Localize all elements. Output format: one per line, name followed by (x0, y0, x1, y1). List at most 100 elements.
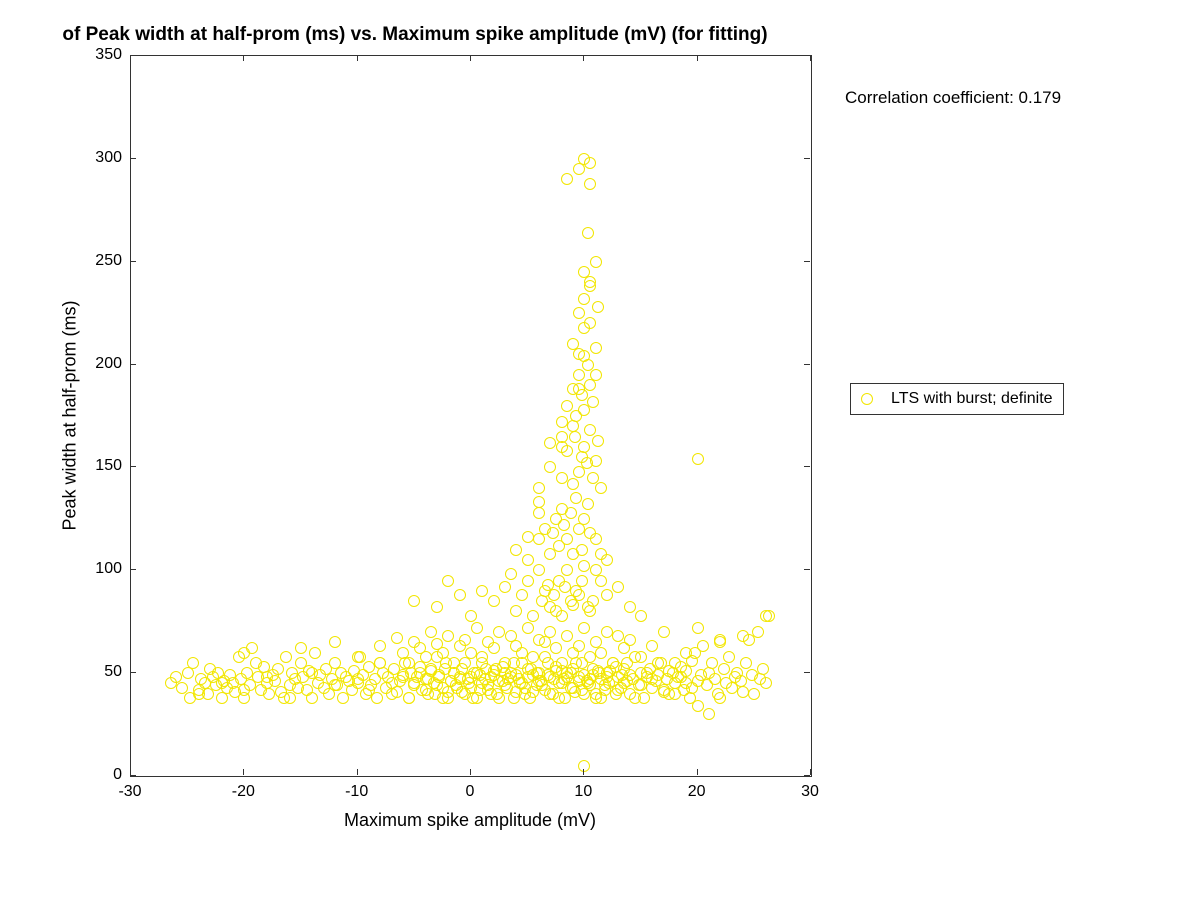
y-tick-label: 0 (82, 766, 122, 784)
data-point (459, 634, 471, 646)
data-point (391, 632, 403, 644)
data-point (547, 527, 559, 539)
data-point (505, 568, 517, 580)
data-point (601, 554, 613, 566)
data-point (403, 657, 415, 669)
data-point (295, 642, 307, 654)
y-tick-mark (130, 364, 136, 365)
data-point (309, 647, 321, 659)
data-point (454, 589, 466, 601)
data-point (556, 416, 568, 428)
y-axis-label-container: Peak width at half-prom (ms) (60, 55, 80, 775)
data-point (556, 431, 568, 443)
x-tick-mark (470, 769, 471, 775)
data-point (709, 673, 721, 685)
data-point (646, 673, 658, 685)
data-point (578, 441, 590, 453)
data-point (584, 317, 596, 329)
y-tick-mark (804, 466, 810, 467)
data-point (397, 671, 409, 683)
x-tick-mark (583, 769, 584, 775)
data-point (587, 595, 599, 607)
data-point (612, 581, 624, 593)
data-point (584, 178, 596, 190)
data-point (241, 667, 253, 679)
data-point (408, 677, 420, 689)
data-point (561, 564, 573, 576)
data-point (510, 605, 522, 617)
data-point (522, 554, 534, 566)
data-point (718, 663, 730, 675)
data-point (595, 647, 607, 659)
data-point (465, 647, 477, 659)
data-point (578, 560, 590, 572)
y-tick-mark (130, 158, 136, 159)
data-point (706, 657, 718, 669)
data-point (737, 630, 749, 642)
data-point (576, 544, 588, 556)
data-point (363, 684, 375, 696)
x-tick-label: 10 (574, 783, 592, 801)
data-point (363, 661, 375, 673)
data-point (527, 651, 539, 663)
data-point (584, 276, 596, 288)
x-axis-label: Maximum spike amplitude (mV) (130, 810, 810, 831)
x-tick-mark (357, 55, 358, 61)
data-point (499, 581, 511, 593)
data-point (522, 531, 534, 543)
data-point (280, 651, 292, 663)
data-point (550, 642, 562, 654)
data-point (567, 599, 579, 611)
data-point (553, 692, 565, 704)
data-point (658, 626, 670, 638)
data-point (493, 626, 505, 638)
data-point (624, 669, 636, 681)
data-point (635, 651, 647, 663)
x-tick-mark (810, 769, 811, 775)
data-point (272, 663, 284, 675)
data-point (539, 636, 551, 648)
data-point (646, 640, 658, 652)
data-point (697, 640, 709, 652)
data-point (522, 575, 534, 587)
data-point (561, 400, 573, 412)
data-point (584, 157, 596, 169)
x-tick-label: 30 (801, 783, 819, 801)
y-tick-mark (804, 672, 810, 673)
data-point (624, 601, 636, 613)
data-point (465, 610, 477, 622)
data-point (612, 630, 624, 642)
data-point (663, 665, 675, 677)
y-tick-label: 250 (82, 252, 122, 270)
x-tick-label: 0 (466, 783, 475, 801)
data-point (573, 589, 585, 601)
data-point (433, 671, 445, 683)
data-point (216, 677, 228, 689)
data-point (624, 634, 636, 646)
data-point (431, 601, 443, 613)
data-point (573, 383, 585, 395)
data-point (471, 622, 483, 634)
y-tick-mark (130, 569, 136, 570)
data-point (686, 682, 698, 694)
y-tick-mark (804, 261, 810, 262)
y-tick-mark (804, 569, 810, 570)
data-point (522, 622, 534, 634)
data-point (420, 651, 432, 663)
data-point (573, 640, 585, 652)
data-point (352, 673, 364, 685)
data-point (635, 679, 647, 691)
data-point (692, 622, 704, 634)
data-point (558, 519, 570, 531)
data-point (524, 692, 536, 704)
data-point (476, 585, 488, 597)
data-point (408, 595, 420, 607)
data-point (692, 453, 704, 465)
data-point (476, 657, 488, 669)
y-tick-label: 200 (82, 355, 122, 373)
data-point (607, 657, 619, 669)
correlation-annotation: Correlation coefficient: 0.179 (845, 88, 1061, 108)
data-point (516, 589, 528, 601)
data-point (714, 692, 726, 704)
data-point (548, 589, 560, 601)
